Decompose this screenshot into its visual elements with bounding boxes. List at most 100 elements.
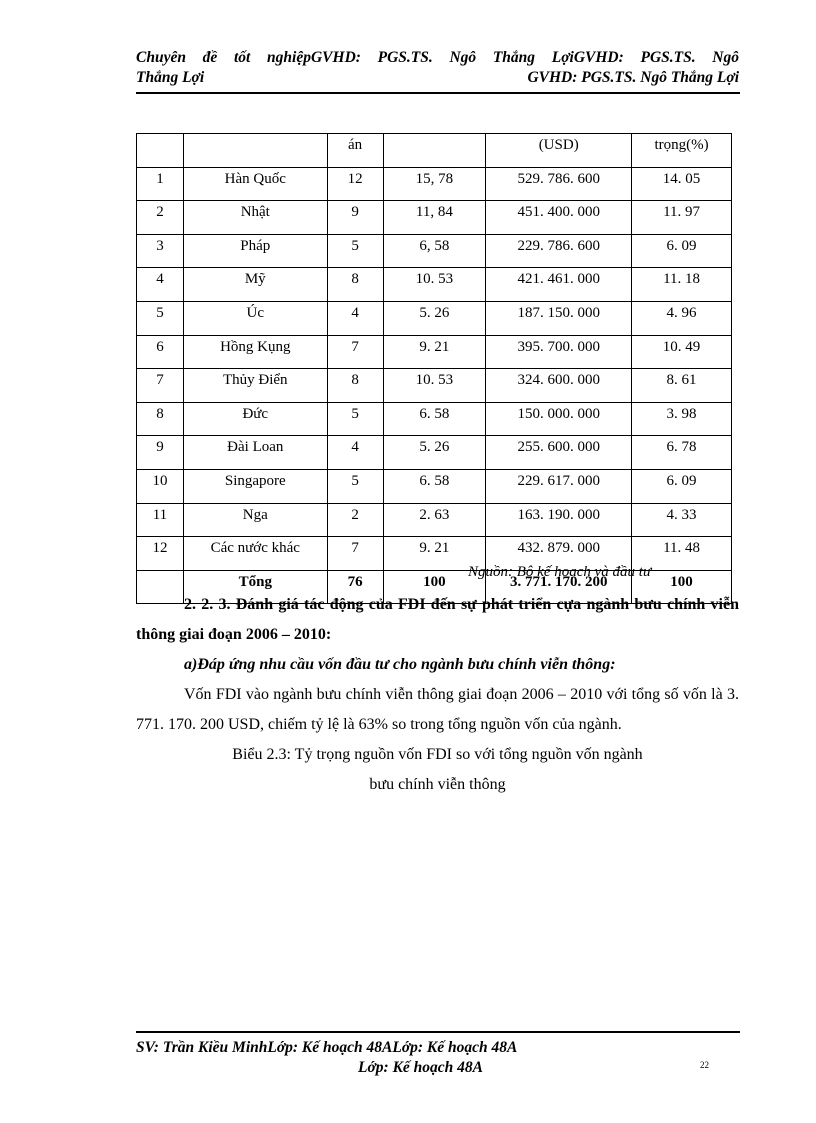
- table-cell: 7: [136, 368, 184, 403]
- table-cell: 229. 786. 600: [485, 233, 633, 269]
- table-row: 12 Các nước khác 7 9. 21 432. 879. 000 11. 48: [136, 536, 732, 571]
- chart-caption-line-1: Biểu 2.3: Tỷ trọng nguồn vốn FDI so với …: [232, 746, 643, 763]
- table-cell: 6. 58: [382, 468, 487, 504]
- table-cell: 6. 78: [631, 435, 732, 470]
- table-cell: 10. 49: [631, 334, 732, 370]
- footer-line-1: SV: Trần Kiều MinhLớp: Kế hoạch 48ALớp: …: [136, 1039, 518, 1056]
- table-cell: Mỹ: [182, 267, 328, 302]
- table-cell: 163. 190. 000: [485, 502, 633, 538]
- table-cell: 12: [136, 536, 184, 571]
- table-cell: 11. 18: [631, 267, 732, 302]
- table-row: 4 Mỹ 8 10. 53 421. 461. 000 11. 18: [136, 267, 732, 302]
- table-cell: 15, 78: [382, 166, 487, 202]
- table-row: 9 Đài Loan 4 5. 26 255. 600. 000 6. 78: [136, 435, 732, 470]
- table-cell: 7: [326, 334, 384, 370]
- header-line-1: Chuyên đề tốt nghiệpGVHD: PGS.TS. Ngô Th…: [136, 49, 739, 66]
- fdi-by-country-table: án (USD) trọng(%) 1 Hàn Quốc 12 15, 78 529. 786…: [136, 133, 732, 605]
- table-cell: 11, 84: [382, 200, 487, 235]
- table-cell: 5. 26: [382, 300, 487, 336]
- table-cell: Nga: [182, 502, 328, 538]
- body-text: 2. 2. 3. Đánh giá tác động của FDI đến s…: [136, 590, 739, 800]
- table-cell: 5: [136, 300, 184, 336]
- table-cell: 5. 26: [382, 435, 487, 470]
- table-cell: 100: [382, 569, 487, 605]
- table-cell: 9: [326, 200, 384, 235]
- table-cell: [136, 133, 184, 168]
- header-line-2-right: GVHD: PGS.TS. Ngô Thắng Lợi: [527, 69, 739, 86]
- table-cell: 10. 53: [382, 267, 487, 302]
- footer-rule: [136, 1031, 740, 1033]
- table-cell: 2: [326, 502, 384, 538]
- table-header-row: án (USD) trọng(%): [136, 133, 732, 168]
- table-cell: [182, 133, 328, 168]
- table-cell: Hồng Kụng: [182, 334, 328, 370]
- subheading: a)Đáp ứng nhu cầu vốn đầu tư cho ngành b…: [184, 656, 616, 673]
- table-cell: án: [326, 133, 384, 168]
- table-cell: 76: [326, 569, 384, 605]
- header-line-2: Thắng Lợi GVHD: PGS.TS. Ngô Thắng Lợi: [136, 68, 739, 88]
- table-cell: [382, 133, 487, 168]
- table-source: Nguồn: Bộ kế hoạch và đầu tư: [468, 564, 652, 580]
- table-cell: Nhật: [182, 200, 328, 235]
- table-cell: 324. 600. 000: [485, 368, 633, 403]
- table-cell: 3. 98: [631, 401, 732, 437]
- page-number: 22: [700, 1060, 709, 1070]
- table-cell: (USD): [485, 133, 633, 168]
- table-cell: 11. 48: [631, 536, 732, 571]
- table-cell: 4. 33: [631, 502, 732, 538]
- table-cell: 2: [136, 200, 184, 235]
- table-cell: 451. 400. 000: [485, 200, 633, 235]
- table-cell: 10. 53: [382, 368, 487, 403]
- section-heading: 2. 2. 3. Đánh giá tác động của FDI đến s…: [136, 590, 739, 650]
- table-cell: 395. 700. 000: [485, 334, 633, 370]
- table-row: 3 Pháp 5 6, 58 229. 786. 600 6. 09: [136, 233, 732, 269]
- table-row: 1 Hàn Quốc 12 15, 78 529. 786. 600 14. 05: [136, 166, 732, 202]
- table-cell: 7: [326, 536, 384, 571]
- table-cell: 2. 63: [382, 502, 487, 538]
- table-cell: [136, 569, 184, 605]
- table-cell: 4: [136, 267, 184, 302]
- table-cell: 100: [631, 569, 732, 605]
- table-cell: trọng(%): [631, 133, 732, 168]
- table-cell: 187. 150. 000: [485, 300, 633, 336]
- table-cell: 4. 96: [631, 300, 732, 336]
- table-cell: Đức: [182, 401, 328, 437]
- table-cell: 9: [136, 435, 184, 470]
- table-cell: 6: [136, 334, 184, 370]
- table-row: 11 Nga 2 2. 63 163. 190. 000 4. 33: [136, 502, 732, 538]
- table-cell: 255. 600. 000: [485, 435, 633, 470]
- table-cell: 8: [326, 368, 384, 403]
- chart-caption-line-2: bưu chính viễn thông: [369, 776, 506, 793]
- table-cell: 8: [136, 401, 184, 437]
- table-cell: 432. 879. 000: [485, 536, 633, 571]
- table-cell: 3: [136, 233, 184, 269]
- table-cell: 6. 09: [631, 233, 732, 269]
- table-cell: 4: [326, 435, 384, 470]
- table-cell: 8: [326, 267, 384, 302]
- table-cell: Tổng: [182, 569, 328, 605]
- table-row: 5 Úc 4 5. 26 187. 150. 000 4. 96: [136, 300, 732, 336]
- table-cell: Thủy Điển: [182, 368, 328, 403]
- section-title: Đánh giá tác động của FDI đến sự phát tr…: [136, 596, 740, 643]
- section-number: 2. 2. 3.: [184, 596, 231, 613]
- table-cell: 3. 771. 170. 200: [485, 569, 633, 605]
- table-cell: 11. 97: [631, 200, 732, 235]
- table-row: 2 Nhật 9 11, 84 451. 400. 000 11. 97: [136, 200, 732, 235]
- table-row: 10 Singapore 5 6. 58 229. 617. 000 6. 09: [136, 468, 732, 504]
- table-cell: 6, 58: [382, 233, 487, 269]
- table-cell: 421. 461. 000: [485, 267, 633, 302]
- table-row: 8 Đức 5 6. 58 150. 000. 000 3. 98: [136, 401, 732, 437]
- table-cell: Các nước khác: [182, 536, 328, 571]
- table-cell: 4: [326, 300, 384, 336]
- body-paragraph: Vốn FDI vào ngành bưu chính viễn thông g…: [136, 686, 739, 733]
- header-line-2-left: Thắng Lợi: [136, 69, 205, 86]
- table-cell: Hàn Quốc: [182, 166, 328, 202]
- table-cell: 10: [136, 468, 184, 504]
- table-cell: 11: [136, 502, 184, 538]
- table-cell: 5: [326, 401, 384, 437]
- table-cell: Đài Loan: [182, 435, 328, 470]
- table-cell: 150. 000. 000: [485, 401, 633, 437]
- table-total-row: Tổng 76 100 3. 771. 170. 200 100: [136, 569, 732, 605]
- table-row: 7 Thủy Điển 8 10. 53 324. 600. 000 8. 61: [136, 368, 732, 403]
